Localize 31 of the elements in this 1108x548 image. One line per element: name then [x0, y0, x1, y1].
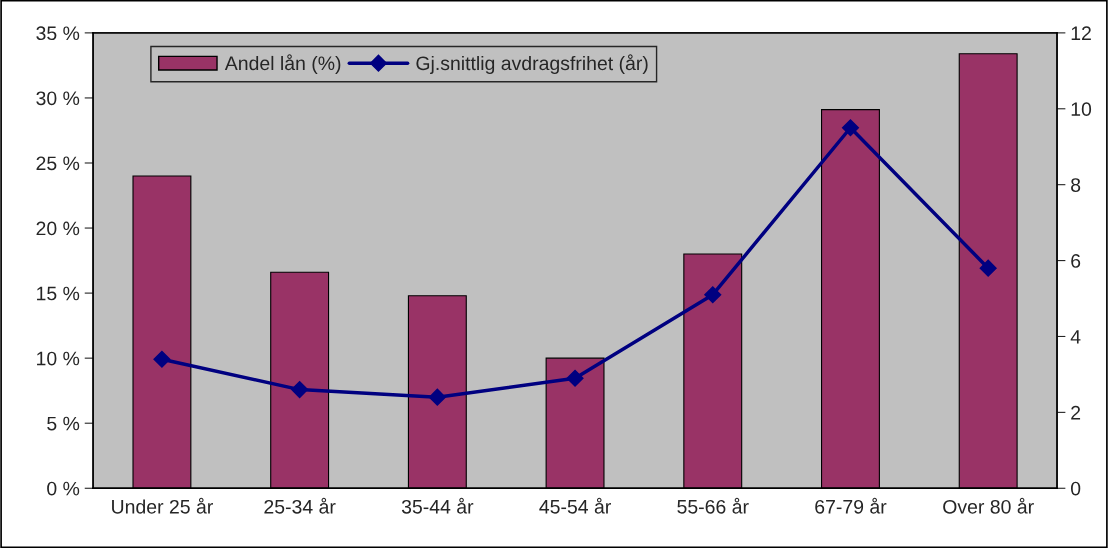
y2-tick-label: 12 — [1071, 26, 1091, 40]
point — [841, 119, 860, 137]
x-tick-label: 25-34 år — [264, 497, 336, 514]
y-tick-label: 5 % — [47, 416, 80, 431]
point — [566, 369, 584, 387]
legend-label: Andel lån (%) — [224, 54, 341, 75]
point — [428, 388, 446, 406]
y-tick-label: 15 % — [37, 286, 80, 301]
legend-label: Gj.snittlig avdragsfrihet (år) — [416, 54, 648, 75]
y2-tick-label: 0 — [1070, 481, 1081, 496]
y2-tick-label: 8 — [1071, 178, 1081, 192]
point — [153, 350, 171, 368]
x-tick-label: 67-79 år — [815, 497, 887, 514]
y-tick-label: 35 % — [36, 26, 80, 41]
x-tick-label: Over 80 år — [943, 497, 1034, 514]
x-tick-label: 35-44 år — [401, 497, 474, 514]
point — [704, 286, 722, 304]
y-tick-label: 25 % — [36, 156, 80, 171]
y2-tick-label: 4 — [1070, 330, 1081, 344]
y-tick-label: 30 % — [36, 91, 80, 106]
y-tick-label: 10 % — [37, 351, 80, 366]
x-tick-label: Under 25 år — [112, 497, 213, 514]
y2-tick-label: 6 — [1071, 254, 1081, 268]
x-tick-label: 55-66 år — [677, 497, 749, 514]
point — [291, 381, 309, 399]
x-tick-label: 45-54 år — [539, 497, 611, 514]
point — [979, 259, 997, 277]
y2-tick-label: 10 — [1071, 102, 1092, 117]
y-tick-label: 0 % — [47, 481, 80, 496]
y-tick-label: 20 % — [36, 221, 80, 236]
y2-tick-label: 2 — [1071, 405, 1081, 420]
